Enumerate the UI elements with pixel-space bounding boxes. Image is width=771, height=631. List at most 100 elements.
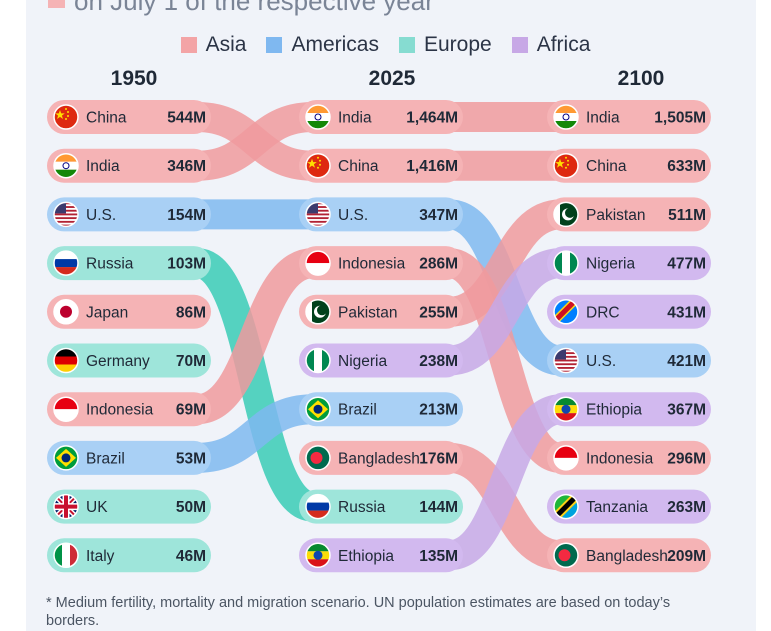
link-indonesia-2025-2100 bbox=[446, 248, 564, 473]
value-label-bangladesh-2100: 209M bbox=[667, 548, 706, 565]
value-label-ethiopia-2025: 135M bbox=[419, 548, 458, 565]
pill-china-2100 bbox=[547, 148, 711, 183]
value-label-nigeria-2025: 238M bbox=[419, 353, 458, 370]
value-label-china-2100: 633M bbox=[667, 158, 706, 175]
value-label-japan-1950: 86M bbox=[176, 304, 206, 321]
value-label-china-1950: 544M bbox=[167, 110, 206, 127]
russia-flag-icon bbox=[306, 494, 330, 519]
pill-u-s-2100 bbox=[547, 343, 711, 378]
ethiopia-flag-icon bbox=[306, 543, 330, 568]
row-pakistan-2100: Pakistan 511M bbox=[547, 197, 711, 232]
value-label-u-s-2100: 421M bbox=[667, 353, 706, 370]
pill-bangladesh-2025 bbox=[299, 440, 463, 475]
value-label-russia-1950: 103M bbox=[167, 256, 206, 273]
row-russia-2025: Russia 144M bbox=[299, 489, 463, 524]
value-label-pakistan-2025: 255M bbox=[419, 304, 458, 321]
row-brazil-2025: Brazil 213M bbox=[299, 392, 463, 427]
legend-item-asia: Asia bbox=[180, 33, 247, 57]
country-label-u-s-2100: U.S. bbox=[586, 353, 616, 370]
pill-germany-1950 bbox=[47, 343, 211, 378]
pill-pakistan-2100 bbox=[547, 197, 711, 232]
country-label-drc-2100: DRC bbox=[586, 304, 620, 321]
country-label-brazil-2025: Brazil bbox=[338, 402, 377, 419]
link-india-1950-2025 bbox=[196, 102, 314, 181]
row-india-1950: India 346M bbox=[47, 148, 211, 183]
value-label-nigeria-2100: 477M bbox=[667, 256, 706, 273]
country-label-china-1950: China bbox=[86, 110, 127, 127]
pill-india-1950 bbox=[47, 148, 211, 183]
country-label-indonesia-2025: Indonesia bbox=[338, 256, 406, 273]
pill-bangladesh-2100 bbox=[547, 538, 711, 573]
value-label-germany-1950: 70M bbox=[176, 353, 206, 370]
legend-item-americas: Americas bbox=[266, 33, 379, 57]
country-label-germany-1950: Germany bbox=[86, 353, 150, 370]
pill-italy-1950 bbox=[47, 538, 211, 573]
country-label-india-2100: India bbox=[586, 110, 620, 127]
footnote: * Medium fertility, mortality and migrat… bbox=[46, 595, 671, 629]
legend-label-africa: Africa bbox=[536, 33, 591, 56]
value-label-india-2100: 1,505M bbox=[654, 110, 706, 127]
row-pakistan-2025: Pakistan 255M bbox=[299, 294, 463, 329]
link-russia-1950-2025 bbox=[193, 248, 317, 522]
india-flag-icon bbox=[306, 105, 330, 129]
row-brazil-1950: Brazil 53M bbox=[47, 440, 211, 475]
row-china-1950: China 544M bbox=[47, 100, 211, 134]
pill-u-s-2025 bbox=[299, 197, 463, 232]
row-ethiopia-2025: Ethiopia 135M bbox=[299, 538, 463, 573]
year-heading-2100: 2100 bbox=[617, 67, 665, 90]
pill-brazil-1950 bbox=[47, 440, 211, 475]
row-uk-1950: UK 50M bbox=[47, 489, 211, 524]
country-label-bangladesh-2100: Bangladesh bbox=[586, 548, 668, 565]
value-label-pakistan-2100: 511M bbox=[668, 207, 706, 224]
value-label-brazil-1950: 53M bbox=[176, 450, 206, 467]
value-label-italy-1950: 46M bbox=[176, 548, 206, 565]
pill-indonesia-2100 bbox=[547, 440, 711, 475]
value-label-u-s-2025: 347M bbox=[419, 207, 458, 224]
pill-drc-2100 bbox=[547, 294, 711, 329]
row-india-2025: India 1,464M bbox=[299, 100, 463, 134]
pill-china-1950 bbox=[47, 100, 211, 134]
italy-flag-icon bbox=[54, 543, 78, 568]
row-indonesia-2100: Indonesia 296M bbox=[547, 440, 711, 475]
row-russia-1950: Russia 103M bbox=[47, 246, 211, 281]
country-label-nigeria-2025: Nigeria bbox=[338, 353, 387, 370]
pill-russia-1950 bbox=[47, 246, 211, 281]
pill-indonesia-1950 bbox=[47, 392, 211, 427]
row-u-s-2025: U.S. 347M bbox=[299, 197, 463, 232]
indonesia-flag-icon bbox=[54, 397, 78, 422]
pill-ethiopia-2100 bbox=[547, 392, 711, 427]
legend-swatch-asia bbox=[180, 37, 197, 53]
row-japan-1950: Japan 86M bbox=[47, 294, 211, 329]
row-india-2100: India 1,505M bbox=[547, 100, 711, 134]
value-label-indonesia-2025: 286M bbox=[419, 256, 458, 273]
value-label-china-2025: 1,416M bbox=[406, 158, 458, 175]
legend-label-asia: Asia bbox=[205, 33, 247, 56]
row-drc-2100: DRC 431M bbox=[547, 294, 711, 329]
pill-ethiopia-2025 bbox=[299, 538, 463, 573]
india-flag-icon bbox=[554, 105, 578, 129]
legend-swatch-europe bbox=[398, 37, 415, 53]
legend-label-europe: Europe bbox=[423, 33, 492, 56]
country-label-italy-1950: Italy bbox=[86, 548, 115, 565]
country-label-uk-1950: UK bbox=[86, 499, 108, 516]
value-label-india-1950: 346M bbox=[167, 158, 206, 175]
row-indonesia-2025: Indonesia 286M bbox=[299, 246, 463, 281]
country-label-ethiopia-2025: Ethiopia bbox=[338, 548, 394, 565]
link-brazil-1950-2025 bbox=[196, 394, 314, 473]
country-label-pakistan-2025: Pakistan bbox=[338, 304, 397, 321]
row-indonesia-1950: Indonesia 69M bbox=[47, 392, 211, 427]
legend-label-americas: Americas bbox=[291, 33, 379, 56]
value-label-russia-2025: 144M bbox=[419, 499, 458, 516]
pill-pakistan-2025 bbox=[299, 294, 463, 329]
pill-uk-1950 bbox=[47, 489, 211, 524]
legend-swatch-africa bbox=[511, 37, 528, 53]
country-label-india-2025: India bbox=[338, 110, 372, 127]
legend-item-europe: Europe bbox=[398, 33, 492, 57]
pill-india-2025 bbox=[299, 100, 463, 134]
country-label-bangladesh-2025: Bangladesh bbox=[338, 450, 420, 467]
country-label-japan-1950: Japan bbox=[86, 304, 128, 321]
pill-brazil-2025 bbox=[299, 392, 463, 427]
chart-subtitle: on July 1 of the respective year bbox=[74, 0, 434, 16]
link-nigeria-2025-2100 bbox=[447, 248, 563, 376]
